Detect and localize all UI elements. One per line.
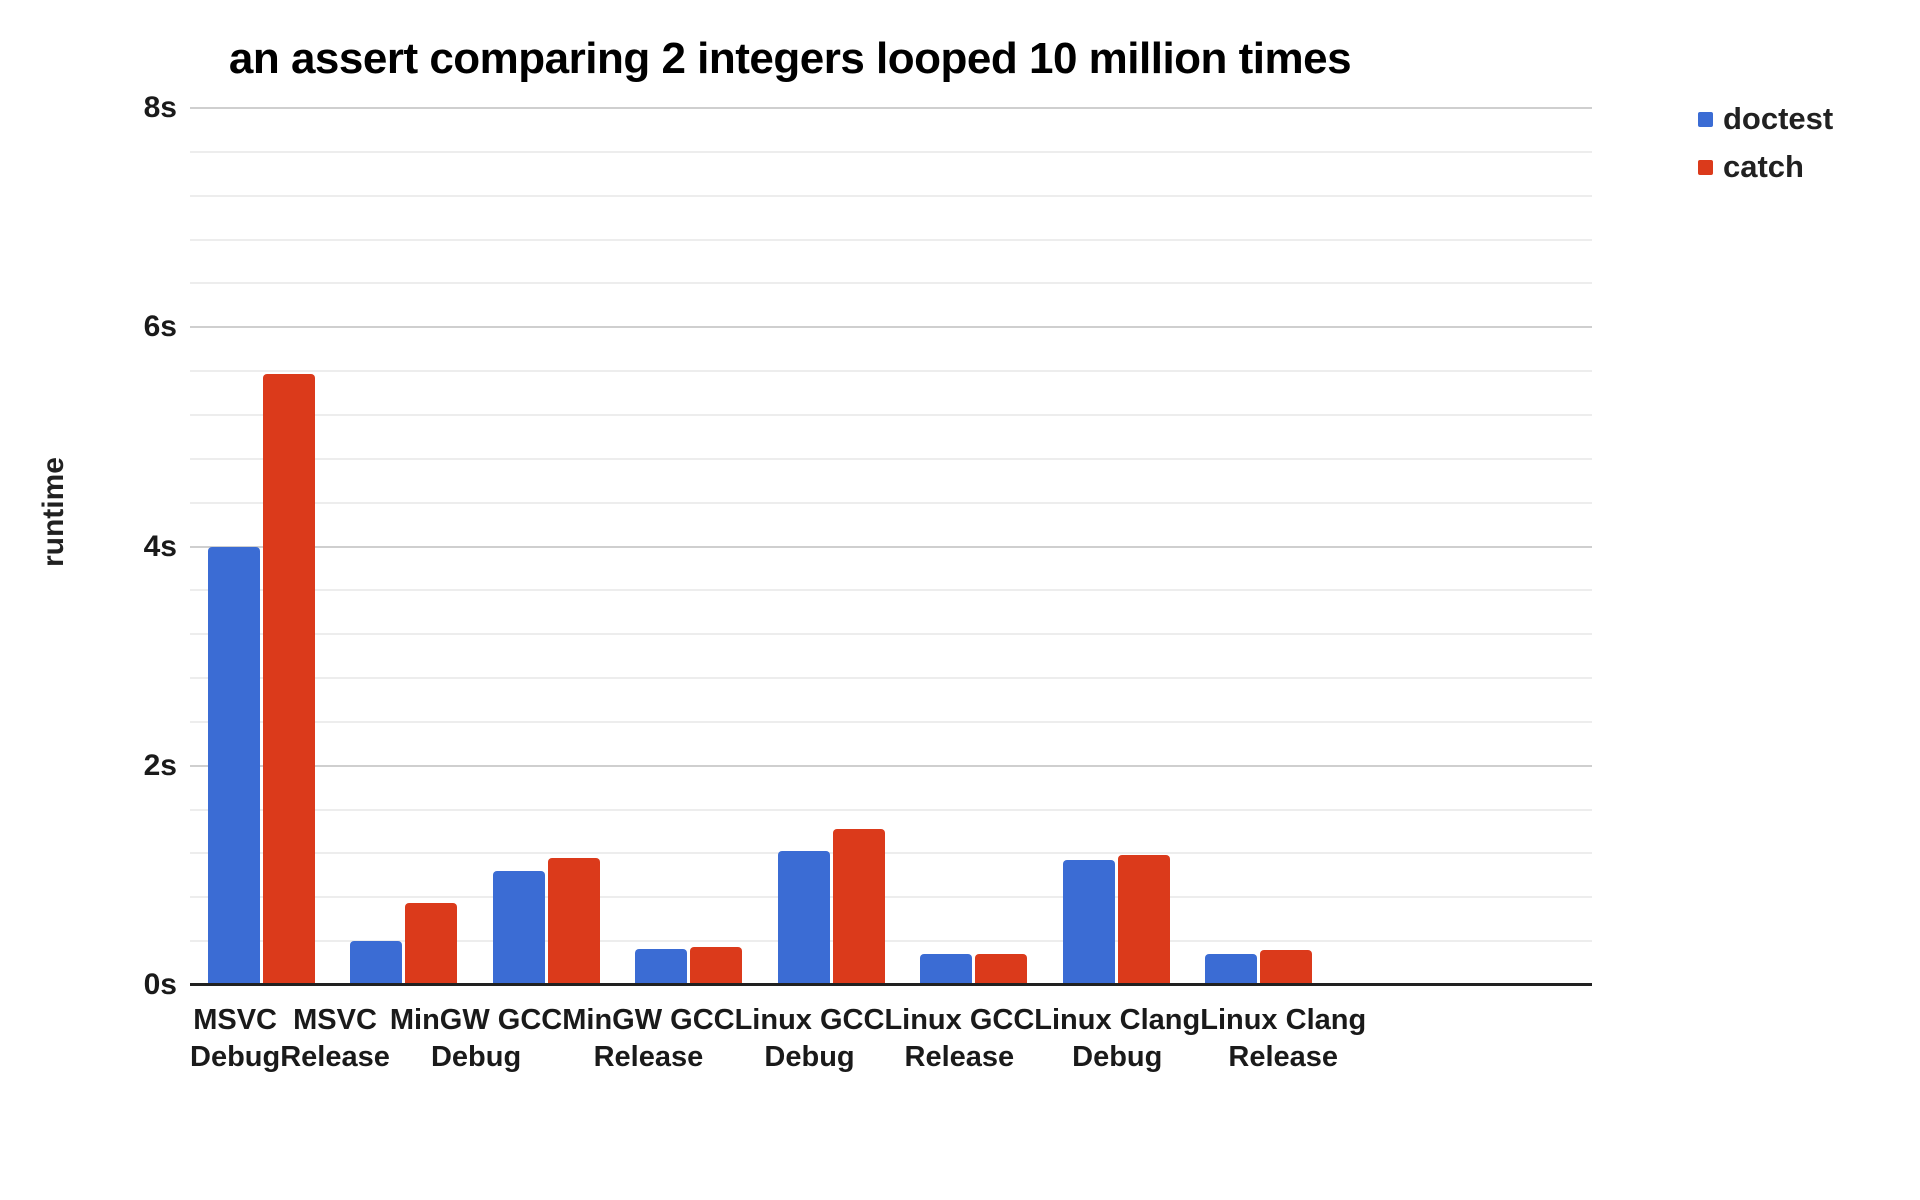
category-label-line2: Debug: [764, 1041, 855, 1073]
y-tick-label-2s: 2s: [143, 748, 177, 782]
category-label-line2: Debug: [190, 1041, 281, 1073]
bar-doctest-msvc-release: [350, 941, 403, 985]
minor-gridline: [190, 677, 1592, 680]
bar-group-msvc-debug: [190, 108, 333, 985]
category-labels: MSVC Debug MSVC Release MinGW GCC Debug MinGW …: [190, 1002, 1366, 1076]
category-label-line2: Release: [593, 1041, 704, 1073]
minor-gridline: [190, 720, 1592, 723]
category-label-mingw-gcc-debug: MinGW GCC Debug: [390, 1002, 562, 1076]
minor-gridline: [190, 150, 1592, 153]
bar-catch-linux-gcc-debug: [832, 829, 885, 985]
bar-doctest-linux-gcc-release: [920, 954, 973, 985]
minor-gridline: [190, 370, 1592, 373]
category-label-line2: Release: [1228, 1041, 1339, 1073]
minor-gridline: [190, 808, 1592, 811]
bar-group-linux-gcc-debug: [760, 108, 903, 985]
minor-gridline: [190, 457, 1592, 460]
legend-item-doctest: doctest: [1698, 100, 1833, 138]
category-label-line2: Release: [280, 1041, 390, 1073]
legend-item-catch: catch: [1698, 148, 1833, 186]
bar-doctest-linux-gcc-debug: [777, 851, 830, 985]
bar-doctest-msvc-debug: [207, 546, 260, 985]
bar-group-linux-gcc-release: [903, 108, 1046, 985]
legend-label-catch: catch: [1723, 149, 1804, 184]
y-tick-label-0s: 0s: [143, 968, 177, 1001]
minor-gridline: [190, 238, 1592, 241]
minor-gridline: [190, 852, 1592, 855]
y-tick-label-8s: 8s: [143, 91, 177, 124]
legend-label-doctest: doctest: [1723, 101, 1834, 136]
category-label-linux-gcc-debug: Linux GCC Debug: [735, 1002, 885, 1076]
doctest-series-swatch-icon: [1698, 111, 1713, 127]
category-label-line1: Linux Clang: [1034, 1004, 1201, 1036]
minor-gridline: [190, 589, 1592, 592]
x-axis-baseline: [190, 983, 1592, 986]
minor-gridline: [190, 896, 1592, 899]
bar-doctest-linux-clang-debug: [1062, 860, 1115, 985]
major-gridline: [190, 107, 1592, 109]
catch-series-swatch-icon: [1698, 159, 1713, 175]
category-label-mingw-gcc-release: MinGW GCC Release: [562, 1002, 734, 1076]
category-label-linux-clang-debug: Linux Clang Debug: [1034, 1002, 1200, 1076]
bar-doctest-mingw-gcc-debug: [492, 871, 545, 985]
category-label-linux-clang-release: Linux Clang Release: [1200, 1002, 1366, 1076]
minor-gridline: [190, 282, 1592, 285]
category-label-line1: MSVC: [193, 1004, 277, 1036]
category-label-line2: Release: [904, 1041, 1015, 1073]
bar-catch-mingw-gcc-debug: [547, 857, 600, 985]
category-label-line1: MinGW GCC: [562, 1004, 735, 1036]
bar-catch-linux-gcc-release: [975, 954, 1028, 985]
bar-catch-msvc-debug: [262, 374, 315, 985]
plot-area: 0s 2s 4s 6s 8s: [144, 91, 1592, 1001]
minor-gridline: [190, 633, 1592, 636]
minor-gridline: [190, 194, 1592, 197]
category-label-line1: Linux GCC: [884, 1004, 1035, 1036]
bars-band: [190, 108, 1330, 985]
y-tick-label-6s: 6s: [143, 310, 177, 344]
bar-group-msvc-release: [333, 108, 476, 985]
category-label-line2: Debug: [1072, 1041, 1163, 1073]
bar-group-mingw-gcc-release: [618, 108, 761, 985]
bar-group-linux-clang-release: [1188, 108, 1331, 985]
category-label-linux-gcc-release: Linux GCC Release: [884, 1002, 1034, 1076]
category-label-line2: Debug: [430, 1041, 522, 1073]
bar-catch-msvc-release: [405, 902, 458, 985]
category-label-line1: MinGW GCC: [389, 1004, 563, 1036]
category-label-line1: MSVC: [293, 1004, 377, 1036]
minor-gridline: [190, 501, 1592, 504]
bar-doctest-linux-clang-release: [1205, 954, 1258, 985]
bar-catch-mingw-gcc-release: [690, 946, 743, 985]
category-label-msvc-debug: MSVC Debug: [190, 1002, 280, 1076]
bar-catch-linux-clang-release: [1260, 949, 1313, 985]
minor-gridline: [190, 940, 1592, 943]
major-gridline: [190, 545, 1592, 548]
bar-doctest-mingw-gcc-release: [635, 948, 688, 985]
chart-title: an assert comparing 2 integers looped 10…: [228, 34, 1352, 83]
bar-group-mingw-gcc-debug: [475, 108, 618, 985]
category-label-msvc-release: MSVC Release: [280, 1002, 390, 1076]
major-gridline: [190, 326, 1592, 329]
category-label-line1: Linux Clang: [1200, 1004, 1367, 1036]
category-label-line1: Linux GCC: [734, 1004, 885, 1036]
major-gridline: [190, 764, 1592, 767]
bar-catch-linux-clang-debug: [1117, 854, 1170, 985]
minor-gridline: [190, 413, 1592, 416]
legend: doctest catch: [1698, 100, 1833, 196]
y-tick-label-4s: 4s: [143, 529, 177, 563]
bar-group-linux-clang-debug: [1045, 108, 1188, 985]
